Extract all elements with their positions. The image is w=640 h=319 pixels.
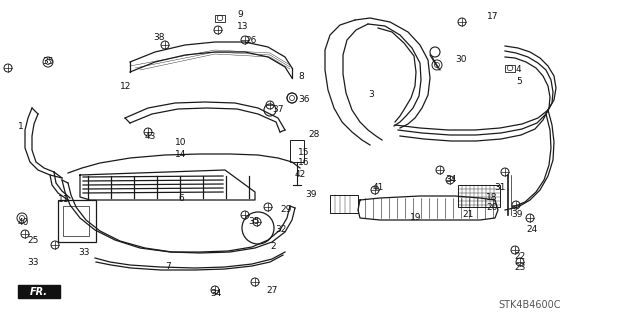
Text: 27: 27 bbox=[266, 286, 277, 295]
Text: 2: 2 bbox=[270, 242, 276, 251]
Text: 28: 28 bbox=[308, 130, 319, 139]
Text: 35: 35 bbox=[42, 57, 54, 66]
Bar bbox=[63, 206, 89, 236]
Text: 33: 33 bbox=[27, 258, 38, 267]
Text: 36: 36 bbox=[298, 95, 310, 104]
Text: 14: 14 bbox=[175, 150, 186, 159]
Text: 37: 37 bbox=[272, 105, 284, 114]
Bar bbox=[505, 64, 515, 71]
Text: 17: 17 bbox=[487, 12, 499, 21]
Text: 9: 9 bbox=[237, 10, 243, 19]
Text: 29: 29 bbox=[280, 205, 291, 214]
Bar bbox=[458, 185, 500, 207]
Text: 30: 30 bbox=[455, 55, 467, 64]
Text: 26: 26 bbox=[245, 36, 257, 45]
Text: 24: 24 bbox=[526, 225, 537, 234]
Text: FR.: FR. bbox=[30, 287, 48, 297]
Text: 32: 32 bbox=[275, 225, 286, 234]
Text: 41: 41 bbox=[373, 183, 385, 192]
Bar bbox=[215, 14, 225, 21]
Text: 21: 21 bbox=[462, 210, 474, 219]
Text: 31: 31 bbox=[494, 183, 506, 192]
Bar bbox=[58, 200, 96, 242]
Text: 4: 4 bbox=[516, 65, 522, 74]
Text: 38: 38 bbox=[153, 33, 164, 42]
Text: 18: 18 bbox=[486, 193, 497, 202]
Text: 35: 35 bbox=[248, 217, 259, 226]
Text: 7: 7 bbox=[165, 262, 171, 271]
Text: 5: 5 bbox=[516, 77, 522, 86]
Text: 13: 13 bbox=[237, 22, 248, 31]
Bar bbox=[290, 140, 304, 162]
Text: 34: 34 bbox=[210, 289, 221, 298]
Text: 25: 25 bbox=[27, 236, 38, 245]
Text: 6: 6 bbox=[178, 194, 184, 203]
Text: 3: 3 bbox=[368, 90, 374, 99]
Text: 20: 20 bbox=[486, 203, 497, 212]
Text: 12: 12 bbox=[120, 82, 131, 91]
Text: 39: 39 bbox=[305, 190, 317, 199]
Text: 23: 23 bbox=[514, 263, 525, 272]
Polygon shape bbox=[18, 285, 60, 298]
Text: 40: 40 bbox=[18, 218, 29, 227]
Text: 19: 19 bbox=[410, 213, 422, 222]
Text: 1: 1 bbox=[18, 122, 24, 131]
Text: 42: 42 bbox=[295, 170, 307, 179]
Text: 11: 11 bbox=[58, 195, 70, 204]
Text: 10: 10 bbox=[175, 138, 186, 147]
Text: 39: 39 bbox=[511, 210, 522, 219]
Bar bbox=[330, 195, 358, 213]
Text: 16: 16 bbox=[298, 158, 310, 167]
Text: STK4B4600C: STK4B4600C bbox=[499, 300, 561, 310]
Text: 34: 34 bbox=[445, 175, 456, 184]
Text: 15: 15 bbox=[298, 148, 310, 157]
Text: 33: 33 bbox=[78, 248, 90, 257]
Text: 43: 43 bbox=[145, 132, 156, 141]
Text: 8: 8 bbox=[298, 72, 304, 81]
Text: 22: 22 bbox=[514, 252, 525, 261]
